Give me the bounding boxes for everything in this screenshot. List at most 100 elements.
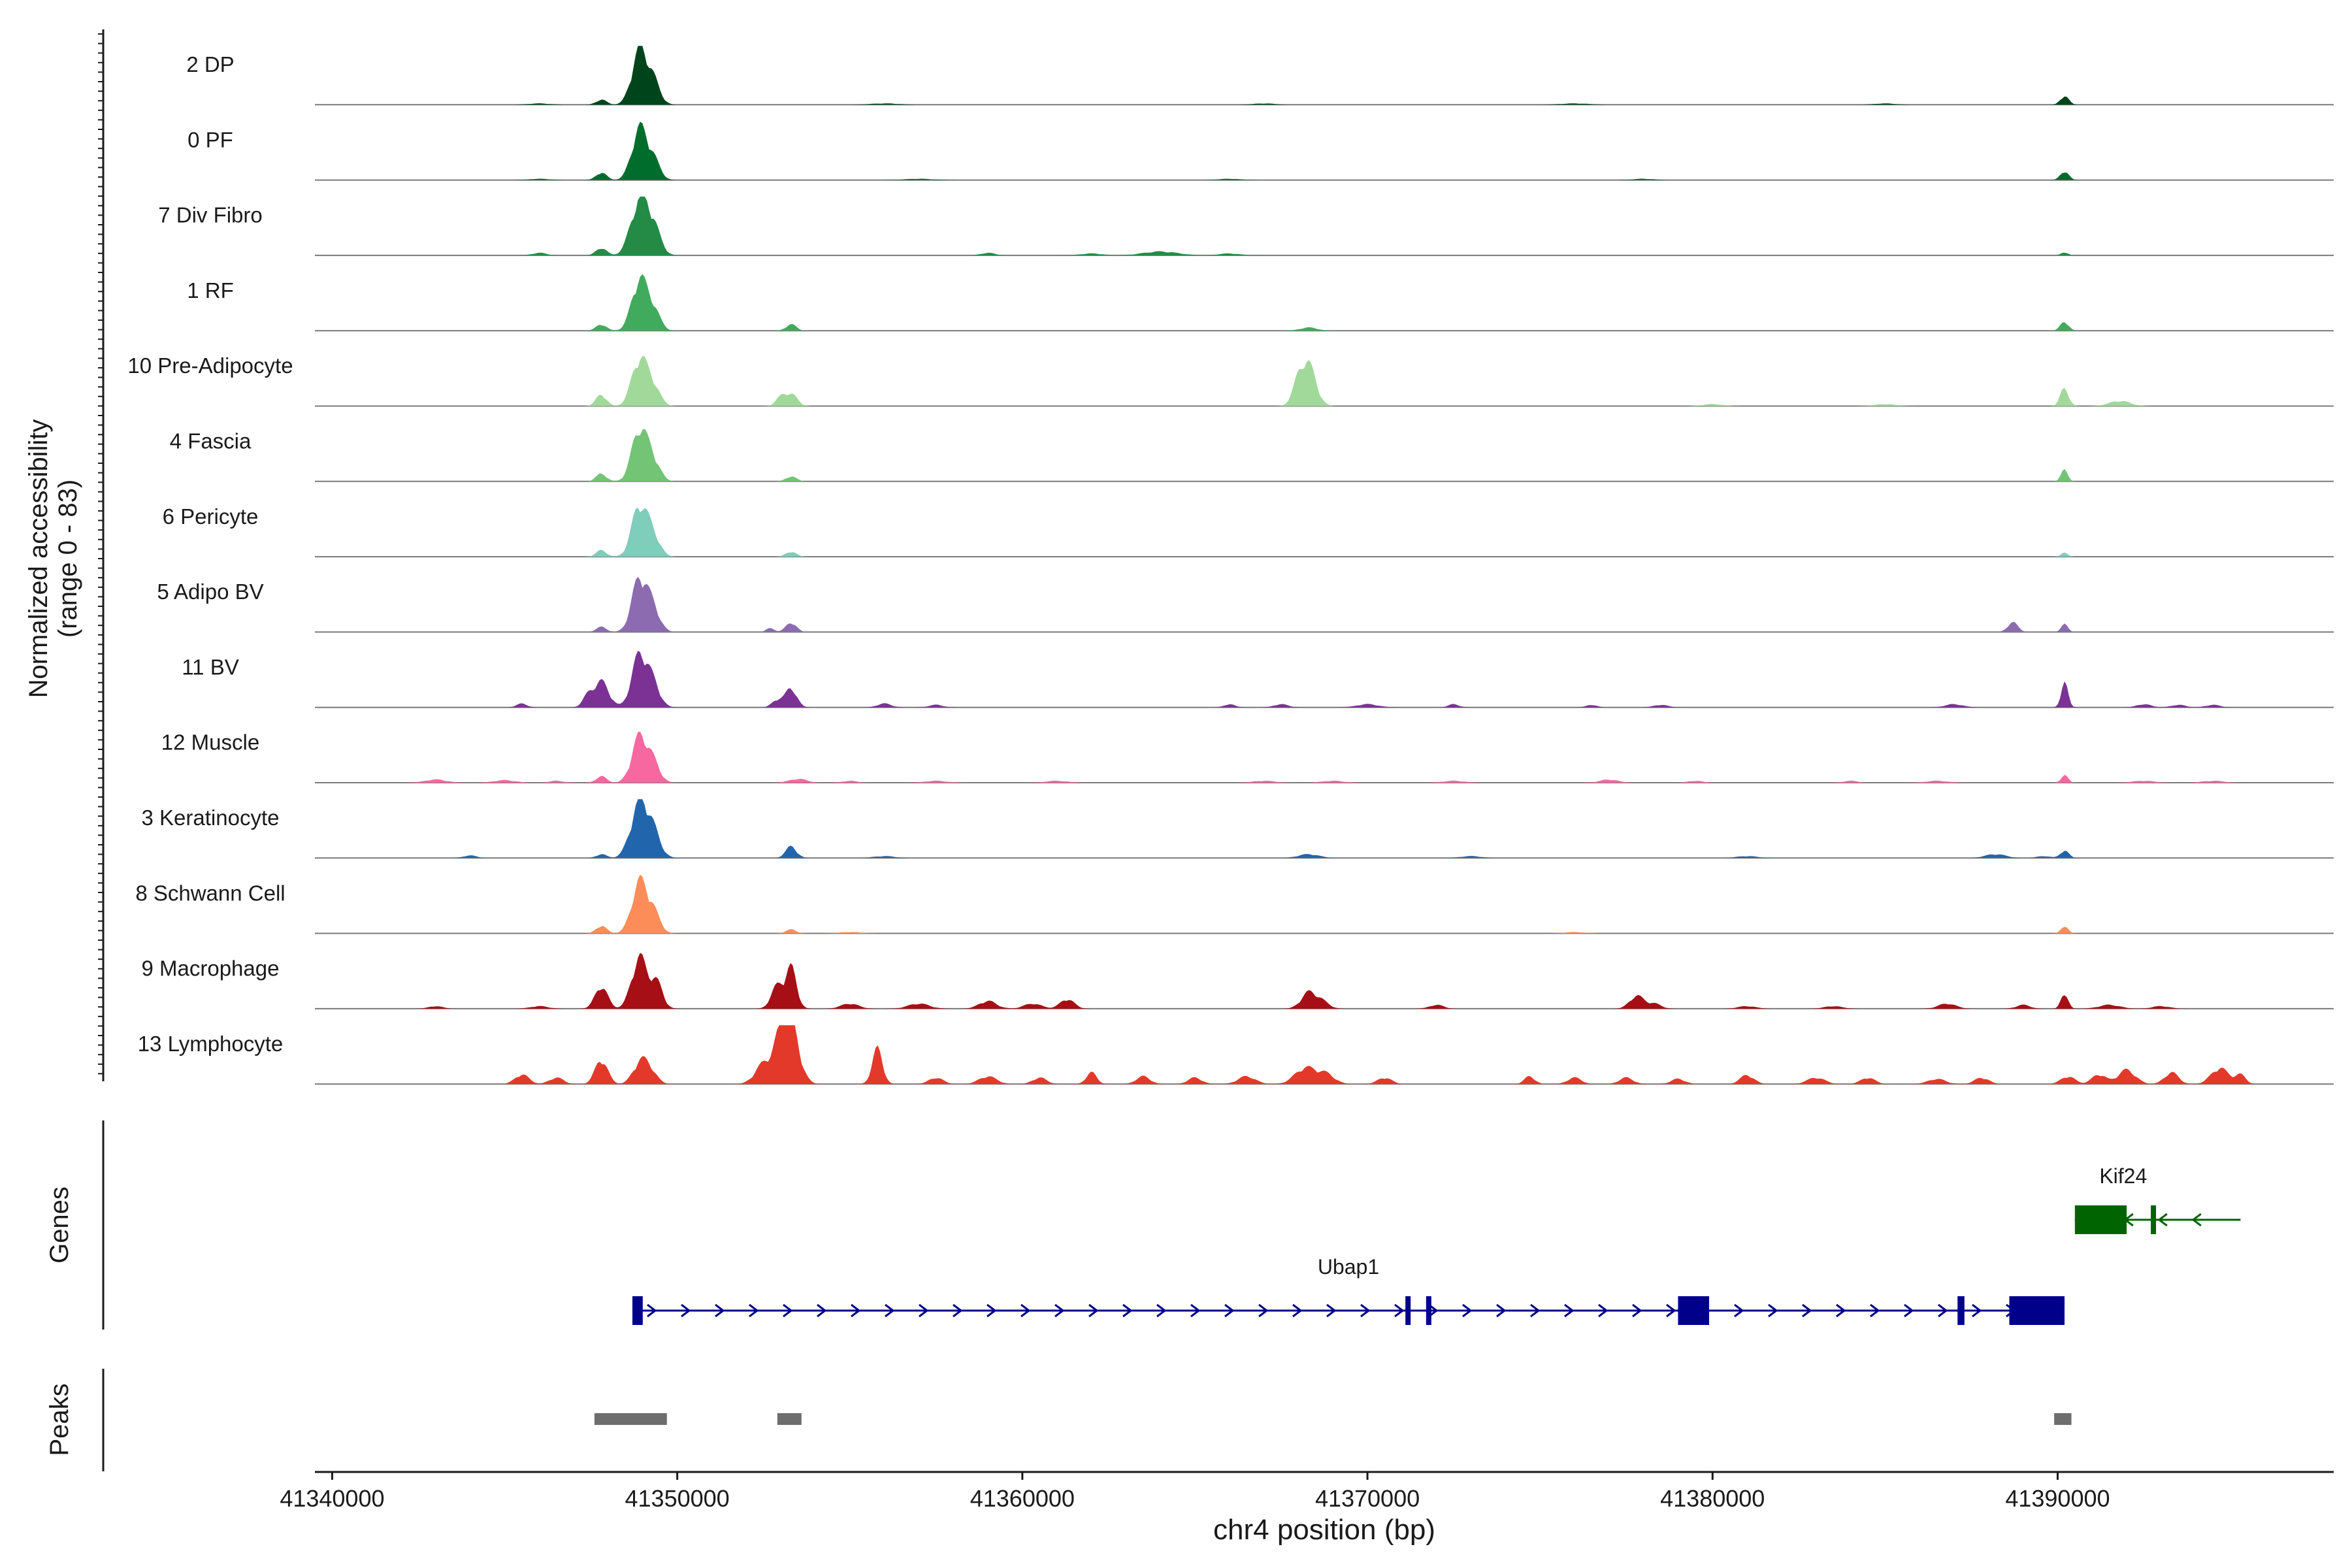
x-axis-label: chr4 position (bp) bbox=[1213, 1514, 1435, 1546]
track-14: 13 Lymphocyte bbox=[138, 1025, 2334, 1085]
track-label: 8 Schwann Cell bbox=[135, 881, 285, 905]
track-label: 12 Muscle bbox=[161, 730, 259, 755]
strand-arrow bbox=[1938, 1303, 1948, 1318]
strand-arrow bbox=[1496, 1303, 1507, 1318]
strand-arrow bbox=[1530, 1303, 1541, 1318]
track-5: 10 Pre-Adipocyte bbox=[127, 353, 2334, 407]
strand-arrow bbox=[1156, 1303, 1167, 1318]
strand-arrow bbox=[1428, 1303, 1439, 1318]
x-tick-label: 41380000 bbox=[1660, 1485, 1765, 1512]
y-axis-label-line1: Normalized accessibility bbox=[24, 419, 53, 698]
strand-arrow bbox=[1394, 1303, 1405, 1318]
exon bbox=[1678, 1296, 1709, 1325]
strand-arrow bbox=[1802, 1303, 1812, 1318]
coverage-area bbox=[315, 355, 2334, 406]
strand-arrow bbox=[715, 1303, 725, 1318]
strand-arrow bbox=[1870, 1303, 1880, 1318]
strand-arrow bbox=[2191, 1213, 2202, 1227]
exon bbox=[2074, 1205, 2127, 1234]
coverage-area bbox=[315, 731, 2334, 783]
track-label: 9 Macrophage bbox=[142, 956, 280, 981]
strand-arrow bbox=[953, 1303, 963, 1318]
track-13: 9 Macrophage bbox=[142, 953, 2334, 1009]
strand-arrow bbox=[1564, 1303, 1575, 1318]
track-10: 12 Muscle bbox=[161, 730, 2334, 783]
strand-arrow bbox=[1768, 1303, 1778, 1318]
track-9: 11 BV bbox=[182, 651, 2334, 708]
y-axis-label-line2: (range 0 - 83) bbox=[54, 480, 82, 638]
strand-arrow bbox=[817, 1303, 827, 1318]
x-tick-label: 41390000 bbox=[2005, 1485, 2110, 1512]
x-tick-label: 41370000 bbox=[1315, 1485, 1420, 1512]
strand-arrow bbox=[1021, 1303, 1031, 1318]
strand-arrow bbox=[851, 1303, 861, 1318]
coverage-area bbox=[315, 508, 2334, 557]
track-label: 1 RF bbox=[187, 278, 234, 302]
strand-arrow bbox=[1734, 1303, 1744, 1318]
gene-kif24: Kif24 bbox=[2074, 1164, 2241, 1234]
genes-panel-label: Genes bbox=[45, 1186, 74, 1264]
track-8: 5 Adipo BV bbox=[157, 576, 2334, 633]
coverage-area bbox=[315, 651, 2334, 708]
coverage-area bbox=[315, 874, 2334, 934]
strand-arrow bbox=[1598, 1303, 1609, 1318]
track-11: 3 Keratinocyte bbox=[142, 799, 2334, 859]
peak-region bbox=[2054, 1413, 2072, 1425]
track-1: 2 DP bbox=[186, 46, 2334, 106]
track-label: 5 Adipo BV bbox=[157, 580, 263, 604]
strand-arrow bbox=[1224, 1303, 1235, 1318]
track-label: 10 Pre-Adipocyte bbox=[127, 353, 293, 378]
exon bbox=[1426, 1296, 1431, 1325]
track-label: 11 BV bbox=[182, 655, 238, 679]
exon bbox=[2151, 1205, 2157, 1234]
strand-arrow bbox=[1666, 1303, 1676, 1318]
strand-arrow bbox=[1088, 1303, 1099, 1318]
strand-arrow bbox=[987, 1303, 997, 1318]
strand-arrow bbox=[1326, 1303, 1337, 1318]
coverage-area bbox=[315, 429, 2334, 482]
track-label: 0 PF bbox=[188, 127, 233, 152]
coverage-area bbox=[315, 576, 2334, 632]
coverage-area bbox=[315, 274, 2334, 331]
strand-arrow bbox=[749, 1303, 759, 1318]
strand-arrow bbox=[783, 1303, 793, 1318]
x-tick-label: 41340000 bbox=[280, 1485, 384, 1512]
exon bbox=[632, 1296, 643, 1325]
track-label: 4 Fascia bbox=[170, 429, 252, 453]
track-6: 4 Fascia bbox=[170, 429, 2334, 482]
strand-arrow bbox=[1836, 1303, 1846, 1318]
track-7: 6 Pericyte bbox=[163, 504, 2334, 558]
track-12: 8 Schwann Cell bbox=[135, 874, 2334, 934]
coverage-area bbox=[315, 1025, 2334, 1085]
y-axis: Normalized accessibility (range 0 - 83) bbox=[24, 29, 105, 1081]
strand-arrow bbox=[919, 1303, 929, 1318]
peaks-panel-label: Peaks bbox=[45, 1383, 74, 1456]
coverage-area bbox=[315, 46, 2334, 105]
x-axis-ticks: 41340000 41350000 41360000 41370000 41380000… bbox=[280, 1472, 2110, 1512]
track-4: 1 RF bbox=[187, 274, 2334, 332]
strand-arrow bbox=[885, 1303, 895, 1318]
gene-name: Ubap1 bbox=[1318, 1255, 1379, 1279]
track-label: 3 Keratinocyte bbox=[142, 806, 280, 830]
exon bbox=[2009, 1296, 2065, 1325]
coverage-area bbox=[315, 799, 2334, 858]
track-2: 0 PF bbox=[188, 122, 2334, 181]
strand-arrow bbox=[1972, 1303, 1982, 1318]
track-label: 13 Lymphocyte bbox=[138, 1032, 284, 1056]
coverage-tracks: 2 DP 0 PF 7 Div Fibro 1 RF 10 Pre-Adipocyte 4… bbox=[127, 46, 2334, 1085]
strand-arrow bbox=[1292, 1303, 1303, 1318]
gene-name: Kif24 bbox=[2099, 1164, 2147, 1188]
track-label: 2 DP bbox=[186, 52, 234, 76]
coverage-area bbox=[315, 122, 2334, 180]
x-tick-label: 41360000 bbox=[970, 1485, 1075, 1512]
genes-panel: Genes Ubap1 Kif24 bbox=[45, 1120, 2241, 1330]
peak-region bbox=[594, 1413, 667, 1425]
strand-arrow bbox=[1190, 1303, 1201, 1318]
track-label: 6 Pericyte bbox=[163, 504, 259, 529]
coverage-area bbox=[315, 953, 2334, 1009]
exon bbox=[1957, 1296, 1965, 1325]
x-tick-label: 41350000 bbox=[625, 1485, 730, 1512]
gene-models: Ubap1 Kif24 bbox=[632, 1164, 2241, 1325]
strand-arrow bbox=[1462, 1303, 1473, 1318]
